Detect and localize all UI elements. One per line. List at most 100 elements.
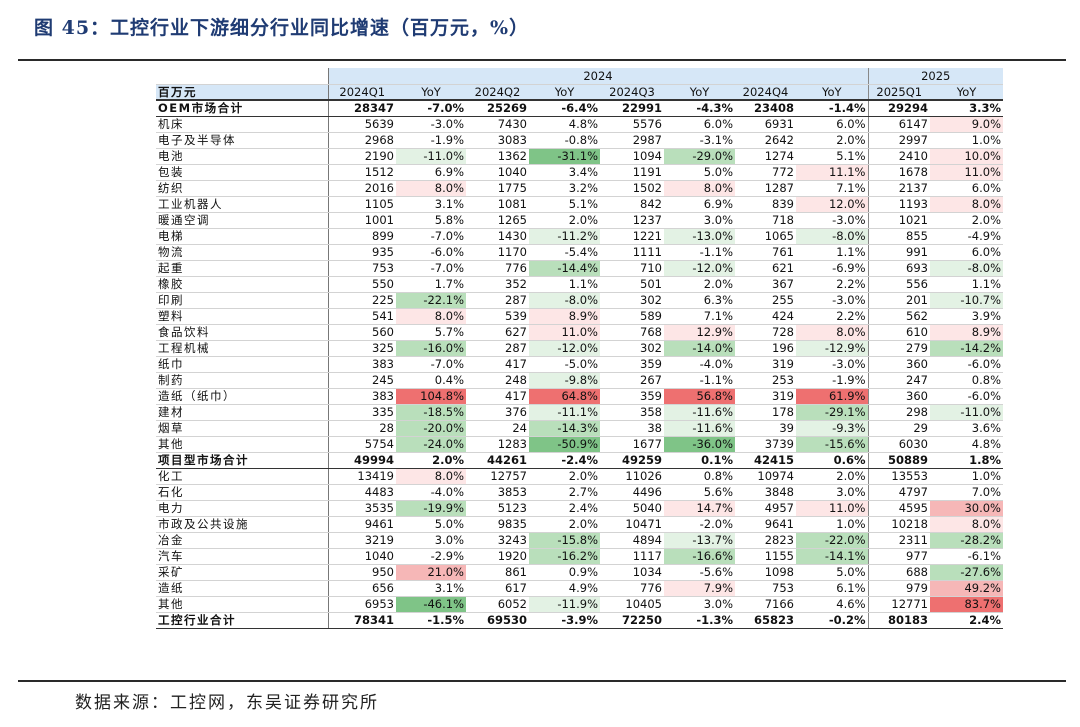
row-label: 纺织 bbox=[156, 180, 329, 197]
value-cell: 383 bbox=[328, 388, 396, 405]
yoy-cell: 14.7% bbox=[664, 500, 735, 517]
value-cell: 2190 bbox=[328, 148, 396, 165]
value-cell: 23408 bbox=[735, 99, 796, 117]
value-cell: 710 bbox=[600, 260, 664, 277]
value-cell: 6953 bbox=[328, 596, 396, 613]
yoy-cell: 2.4% bbox=[930, 611, 1003, 629]
table-row: 暖通空调 1001 5.8% 1265 2.0% 1237 3.0% 718 -3.0% 1021… bbox=[156, 212, 1003, 229]
yoy-cell: 104.8% bbox=[396, 388, 466, 405]
yoy-cell: 7.1% bbox=[796, 180, 869, 197]
value-cell: 1237 bbox=[600, 212, 664, 229]
value-cell: 319 bbox=[735, 388, 796, 405]
year-header-blank bbox=[156, 68, 329, 85]
yoy-cell: 6.0% bbox=[930, 244, 1003, 261]
yoy-cell: 2.0% bbox=[396, 451, 466, 469]
value-cell: 39 bbox=[735, 420, 796, 437]
yoy-cell: -9.8% bbox=[529, 372, 600, 389]
yoy-cell: 2.7% bbox=[529, 484, 600, 501]
value-cell: 1512 bbox=[328, 164, 396, 181]
source-note: 数据来源：工控网，东吴证券研究所 bbox=[75, 693, 379, 713]
yoy-cell: 2.0% bbox=[796, 468, 869, 485]
value-cell: 2311 bbox=[868, 532, 930, 549]
value-cell: 839 bbox=[735, 196, 796, 213]
yoy-cell: -7.0% bbox=[396, 228, 466, 245]
yoy-cell: 8.0% bbox=[664, 180, 735, 197]
table-row: 物流 935 -6.0% 1170 -5.4% 1111 -1.1% 761 1.1% 991 6.… bbox=[156, 244, 1003, 261]
yoy-cell: -22.1% bbox=[396, 292, 466, 309]
row-label: 机床 bbox=[156, 116, 329, 133]
value-cell: 589 bbox=[600, 308, 664, 325]
table-row: 纸巾 383 -7.0% 417 -5.0% 359 -4.0% 319 -3.0% 360 -6.… bbox=[156, 356, 1003, 373]
data-table: 2024 2025 百万元 2024Q1 YoY 2024Q2 YoY 2024Q3 Yo… bbox=[156, 68, 1003, 629]
value-cell: 753 bbox=[328, 260, 396, 277]
value-cell: 279 bbox=[868, 340, 930, 357]
value-cell: 4595 bbox=[868, 500, 930, 517]
value-cell: 13553 bbox=[868, 468, 930, 485]
yoy-cell: -3.0% bbox=[796, 356, 869, 373]
yoy-cell: 1.7% bbox=[396, 276, 466, 293]
yoy-cell: -13.0% bbox=[664, 228, 735, 245]
value-cell: 7430 bbox=[466, 116, 529, 133]
value-cell: 9641 bbox=[735, 516, 796, 533]
yoy-cell: 3.2% bbox=[529, 180, 600, 197]
value-cell: 325 bbox=[328, 340, 396, 357]
value-cell: 49259 bbox=[600, 451, 664, 469]
row-label: 物流 bbox=[156, 244, 329, 261]
value-cell: 772 bbox=[735, 164, 796, 181]
value-cell: 1677 bbox=[600, 436, 664, 453]
row-label: OEM市场合计 bbox=[156, 99, 329, 117]
yoy-cell: 5.1% bbox=[529, 196, 600, 213]
row-label: 印刷 bbox=[156, 292, 329, 309]
yoy-cell: 12.0% bbox=[796, 196, 869, 213]
value-cell: 621 bbox=[735, 260, 796, 277]
value-cell: 1111 bbox=[600, 244, 664, 261]
row-label: 工业机器人 bbox=[156, 196, 329, 213]
value-cell: 383 bbox=[328, 356, 396, 373]
yoy-cell: 8.9% bbox=[930, 324, 1003, 341]
figure-title: 图 45：工控行业下游细分行业同比增速（百万元，%） bbox=[34, 17, 530, 39]
value-cell: 1021 bbox=[868, 212, 930, 229]
value-cell: 2968 bbox=[328, 132, 396, 149]
yoy-cell: 6.3% bbox=[664, 292, 735, 309]
value-cell: 2823 bbox=[735, 532, 796, 549]
value-cell: 539 bbox=[466, 308, 529, 325]
value-cell: 255 bbox=[735, 292, 796, 309]
column-header: 2024Q2 bbox=[466, 84, 529, 101]
yoy-cell: -14.2% bbox=[930, 340, 1003, 357]
value-cell: 1065 bbox=[735, 228, 796, 245]
yoy-cell: -5.0% bbox=[529, 356, 600, 373]
column-header: YoY bbox=[396, 84, 466, 101]
yoy-cell: 4.8% bbox=[529, 116, 600, 133]
value-cell: 1274 bbox=[735, 148, 796, 165]
row-label: 工程机械 bbox=[156, 340, 329, 357]
table-row: 电子及半导体 2968 -1.9% 3083 -0.8% 2987 -3.1% 2642 2.0… bbox=[156, 132, 1003, 149]
yoy-cell: 0.9% bbox=[529, 564, 600, 581]
value-cell: 6052 bbox=[466, 596, 529, 613]
yoy-cell: 8.0% bbox=[930, 516, 1003, 533]
value-cell: 556 bbox=[868, 276, 930, 293]
value-cell: 72250 bbox=[600, 611, 664, 629]
yoy-cell: 61.9% bbox=[796, 388, 869, 405]
yoy-cell: 30.0% bbox=[930, 500, 1003, 517]
yoy-cell: 6.1% bbox=[796, 580, 869, 597]
yoy-cell: 7.9% bbox=[664, 580, 735, 597]
table-row: 工程机械 325 -16.0% 287 -12.0% 302 -14.0% 196 -12.9%… bbox=[156, 340, 1003, 357]
yoy-cell: -7.0% bbox=[396, 356, 466, 373]
yoy-cell: -10.7% bbox=[930, 292, 1003, 309]
value-cell: 1362 bbox=[466, 148, 529, 165]
value-cell: 3739 bbox=[735, 436, 796, 453]
yoy-cell: 11.0% bbox=[529, 324, 600, 341]
table-row: 采矿 950 21.0% 861 0.9% 1034 -5.6% 1098 5.0% 688 -27… bbox=[156, 564, 1003, 581]
yoy-cell: 7.0% bbox=[930, 484, 1003, 501]
value-cell: 3853 bbox=[466, 484, 529, 501]
row-label: 汽车 bbox=[156, 548, 329, 565]
value-cell: 935 bbox=[328, 244, 396, 261]
yoy-cell: -4.3% bbox=[664, 99, 735, 117]
table-row: 塑料 541 8.0% 539 8.9% 589 7.1% 424 2.2% 562 3.9% bbox=[156, 308, 1003, 325]
value-cell: 11026 bbox=[600, 468, 664, 485]
value-cell: 6030 bbox=[868, 436, 930, 453]
yoy-cell: -1.9% bbox=[796, 372, 869, 389]
table-row: 制药 245 0.4% 248 -9.8% 267 -1.1% 253 -1.9% 247 0.8% bbox=[156, 372, 1003, 389]
value-cell: 1094 bbox=[600, 148, 664, 165]
yoy-cell: -8.0% bbox=[930, 260, 1003, 277]
